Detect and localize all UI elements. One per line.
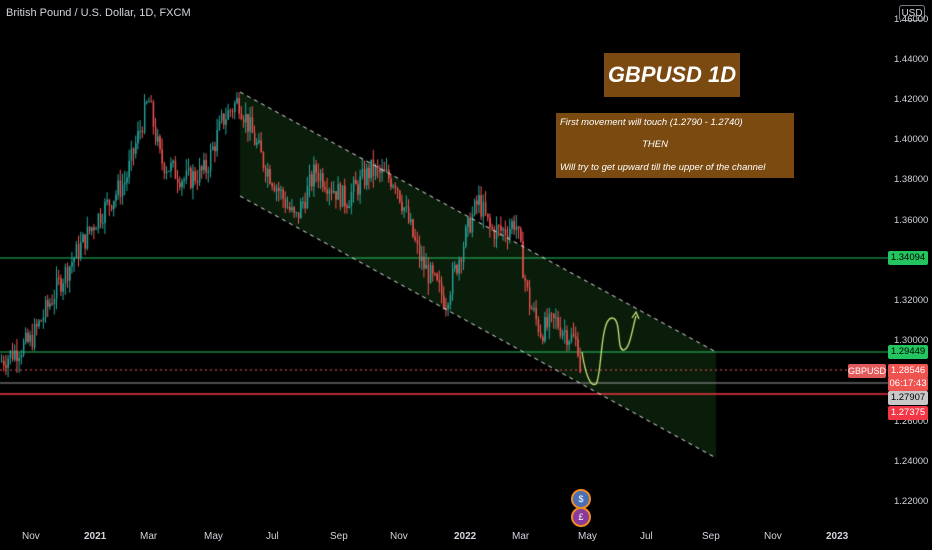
price-scale-label: 1.36000 bbox=[894, 214, 929, 226]
price-scale-label: 1.46000 bbox=[894, 13, 929, 25]
flag-gb-icon[interactable]: £ bbox=[571, 507, 591, 527]
price-scale-label: 1.24000 bbox=[894, 455, 929, 467]
time-axis-label: Jul bbox=[640, 531, 653, 542]
time-axis-label: 2021 bbox=[84, 531, 107, 542]
time-axis-label: 2022 bbox=[454, 531, 477, 542]
time-axis-label: Nov bbox=[390, 531, 408, 542]
time-axis-label: Mar bbox=[512, 531, 530, 542]
price-scale-label: 1.26000 bbox=[894, 415, 929, 427]
time-axis-label: Nov bbox=[764, 531, 782, 542]
countdown-tag: 06:17:43 bbox=[888, 377, 928, 391]
symbol-title[interactable]: British Pound / U.S. Dollar, 1D, FXCM bbox=[6, 7, 191, 19]
flag-us-icon[interactable]: $ bbox=[571, 489, 591, 509]
level-tag-2: 1.29449 bbox=[888, 345, 928, 359]
price-scale-label: 1.42000 bbox=[894, 94, 929, 105]
note-line-2: THEN bbox=[642, 139, 668, 150]
time-axis-label: Sep bbox=[702, 531, 720, 542]
note-line-3: Will try to get upward till the upper of… bbox=[560, 162, 766, 173]
level-tag-4: 1.27375 bbox=[888, 406, 928, 420]
symbol-price-tag: GBPUSD bbox=[848, 364, 887, 378]
time-axis-label: May bbox=[578, 531, 597, 542]
time-axis-label: Nov bbox=[22, 531, 40, 542]
level-tag-3: 1.27907 bbox=[888, 391, 928, 405]
price-scale-label: 1.38000 bbox=[894, 174, 929, 186]
price-scale-label: 1.44000 bbox=[894, 53, 929, 65]
last-price-tag: 1.28546 bbox=[888, 364, 928, 378]
price-scale-label: 1.32000 bbox=[894, 295, 929, 306]
time-axis-label: Jul bbox=[266, 531, 279, 542]
note-line-1: First movement will touch (1.2790 - 1.27… bbox=[560, 117, 743, 128]
price-scale-label: 1.22000 bbox=[894, 496, 929, 507]
level-tag-1: 1.34094 bbox=[888, 251, 928, 265]
time-axis-label: 2023 bbox=[826, 531, 849, 542]
currency-badge[interactable]: USD bbox=[899, 5, 925, 21]
idea-title: GBPUSD 1D bbox=[604, 53, 740, 97]
time-axis-label: May bbox=[204, 531, 223, 542]
idea-note: First movement will touch (1.2790 - 1.27… bbox=[556, 113, 794, 178]
time-axis-label: Sep bbox=[330, 531, 348, 542]
time-axis-label: Mar bbox=[140, 531, 158, 542]
price-scale-label: 1.40000 bbox=[894, 134, 929, 146]
price-scale-label: 1.30000 bbox=[894, 335, 929, 347]
